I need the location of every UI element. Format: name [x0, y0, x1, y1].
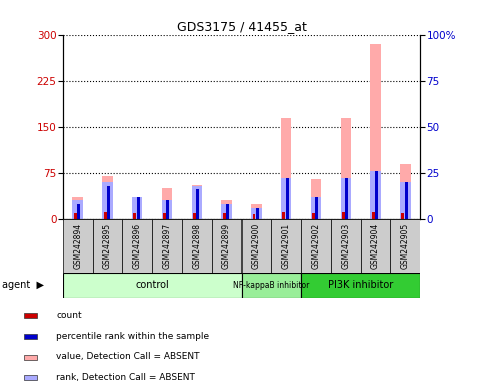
Bar: [74, 213, 77, 219]
Bar: [72, 197, 83, 219]
Text: GSM242903: GSM242903: [341, 223, 350, 269]
Text: count: count: [56, 311, 82, 320]
Bar: [400, 182, 411, 219]
Bar: [167, 200, 170, 219]
Bar: [162, 188, 172, 219]
Bar: [196, 189, 199, 219]
Bar: [221, 200, 232, 219]
Bar: [24, 334, 38, 339]
Bar: [122, 219, 152, 273]
Bar: [341, 118, 351, 219]
Bar: [345, 178, 348, 219]
Text: GSM242895: GSM242895: [103, 223, 112, 269]
Text: NF-kappaB inhibitor: NF-kappaB inhibitor: [233, 281, 310, 290]
Bar: [315, 197, 318, 219]
Bar: [132, 197, 142, 219]
Text: GSM242901: GSM242901: [282, 223, 291, 269]
Bar: [341, 178, 351, 219]
Bar: [311, 179, 321, 219]
Bar: [331, 219, 361, 273]
Bar: [24, 355, 38, 360]
Bar: [103, 212, 107, 219]
Bar: [401, 213, 404, 219]
Bar: [271, 219, 301, 273]
Text: GSM242897: GSM242897: [163, 223, 171, 269]
Text: GSM242894: GSM242894: [73, 223, 82, 269]
Bar: [242, 219, 271, 273]
Bar: [137, 197, 140, 219]
Bar: [192, 185, 202, 219]
Bar: [152, 219, 182, 273]
Bar: [107, 186, 110, 219]
Bar: [63, 219, 93, 273]
Bar: [193, 213, 196, 219]
Text: rank, Detection Call = ABSENT: rank, Detection Call = ABSENT: [56, 373, 195, 382]
Bar: [223, 214, 226, 219]
Title: GDS3175 / 41455_at: GDS3175 / 41455_at: [177, 20, 306, 33]
Bar: [312, 213, 315, 219]
Text: percentile rank within the sample: percentile rank within the sample: [56, 332, 209, 341]
Bar: [63, 273, 242, 298]
Bar: [301, 273, 420, 298]
Bar: [162, 200, 172, 219]
Bar: [256, 208, 259, 219]
Text: GSM242900: GSM242900: [252, 223, 261, 269]
Bar: [132, 197, 142, 219]
Text: agent  ▶: agent ▶: [2, 280, 44, 290]
Text: GSM242904: GSM242904: [371, 223, 380, 269]
Bar: [102, 176, 113, 219]
Bar: [371, 212, 375, 219]
Bar: [226, 204, 229, 219]
Bar: [370, 44, 381, 219]
Bar: [282, 212, 285, 219]
Bar: [163, 213, 166, 219]
Bar: [285, 178, 288, 219]
Text: GSM242896: GSM242896: [133, 223, 142, 269]
Bar: [251, 208, 262, 219]
Bar: [251, 204, 262, 219]
Bar: [212, 219, 242, 273]
Bar: [253, 214, 256, 219]
Bar: [72, 200, 83, 219]
Bar: [342, 212, 345, 219]
Bar: [281, 118, 291, 219]
Bar: [133, 213, 136, 219]
Bar: [24, 313, 38, 318]
Bar: [221, 204, 232, 219]
Bar: [311, 197, 321, 219]
Text: GSM242898: GSM242898: [192, 223, 201, 269]
Bar: [192, 186, 202, 219]
Bar: [102, 182, 113, 219]
Bar: [182, 219, 212, 273]
Bar: [77, 204, 80, 219]
Text: GSM242899: GSM242899: [222, 223, 231, 269]
Text: control: control: [135, 280, 169, 290]
Bar: [375, 171, 378, 219]
Bar: [400, 164, 411, 219]
Text: GSM242902: GSM242902: [312, 223, 320, 269]
Bar: [370, 171, 381, 219]
Text: value, Detection Call = ABSENT: value, Detection Call = ABSENT: [56, 352, 199, 361]
Bar: [93, 219, 122, 273]
Bar: [242, 273, 301, 298]
Text: GSM242905: GSM242905: [401, 223, 410, 269]
Bar: [361, 219, 390, 273]
Bar: [301, 219, 331, 273]
Bar: [24, 375, 38, 380]
Bar: [390, 219, 420, 273]
Bar: [281, 178, 291, 219]
Bar: [405, 182, 408, 219]
Text: PI3K inhibitor: PI3K inhibitor: [328, 280, 393, 290]
